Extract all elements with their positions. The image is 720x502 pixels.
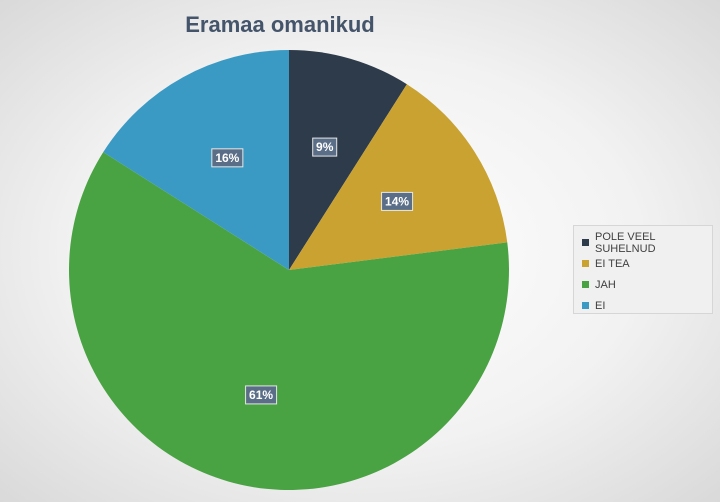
data-label-box [245,385,278,405]
data-label-text: 14% [385,194,409,208]
pie-slice [289,50,407,270]
legend-item: POLE VEEL SUHELNUD [582,230,712,255]
data-label: 61% [245,385,278,405]
data-label-text: 9% [316,140,334,154]
legend-label: POLE VEEL SUHELNUD [595,230,656,255]
legend-swatch [582,302,589,309]
pie-slice [289,84,508,270]
legend-item: EI TEA [582,253,712,274]
data-label: 16% [211,148,244,168]
chart-title: Eramaa omanikud [185,12,375,37]
legend-label: EI [595,299,606,312]
legend-label: JAH [595,278,616,291]
data-label-box [312,137,338,157]
legend-item: EI [582,295,712,316]
legend-swatch [582,239,589,246]
pie-slice [103,50,289,270]
legend-swatch [582,260,589,267]
data-label-text: 61% [249,388,273,402]
legend-swatch [582,281,589,288]
data-label: 9% [312,137,338,157]
data-label-text: 16% [215,151,239,165]
legend-label: EI TEA [595,257,630,270]
legend: POLE VEEL SUHELNUD EI TEA JAH EI [573,225,713,314]
data-label: 14% [381,191,414,211]
data-label-box [211,148,244,168]
data-label-box [381,191,414,211]
legend-item: JAH [582,274,712,295]
pie-slice [68,152,510,491]
